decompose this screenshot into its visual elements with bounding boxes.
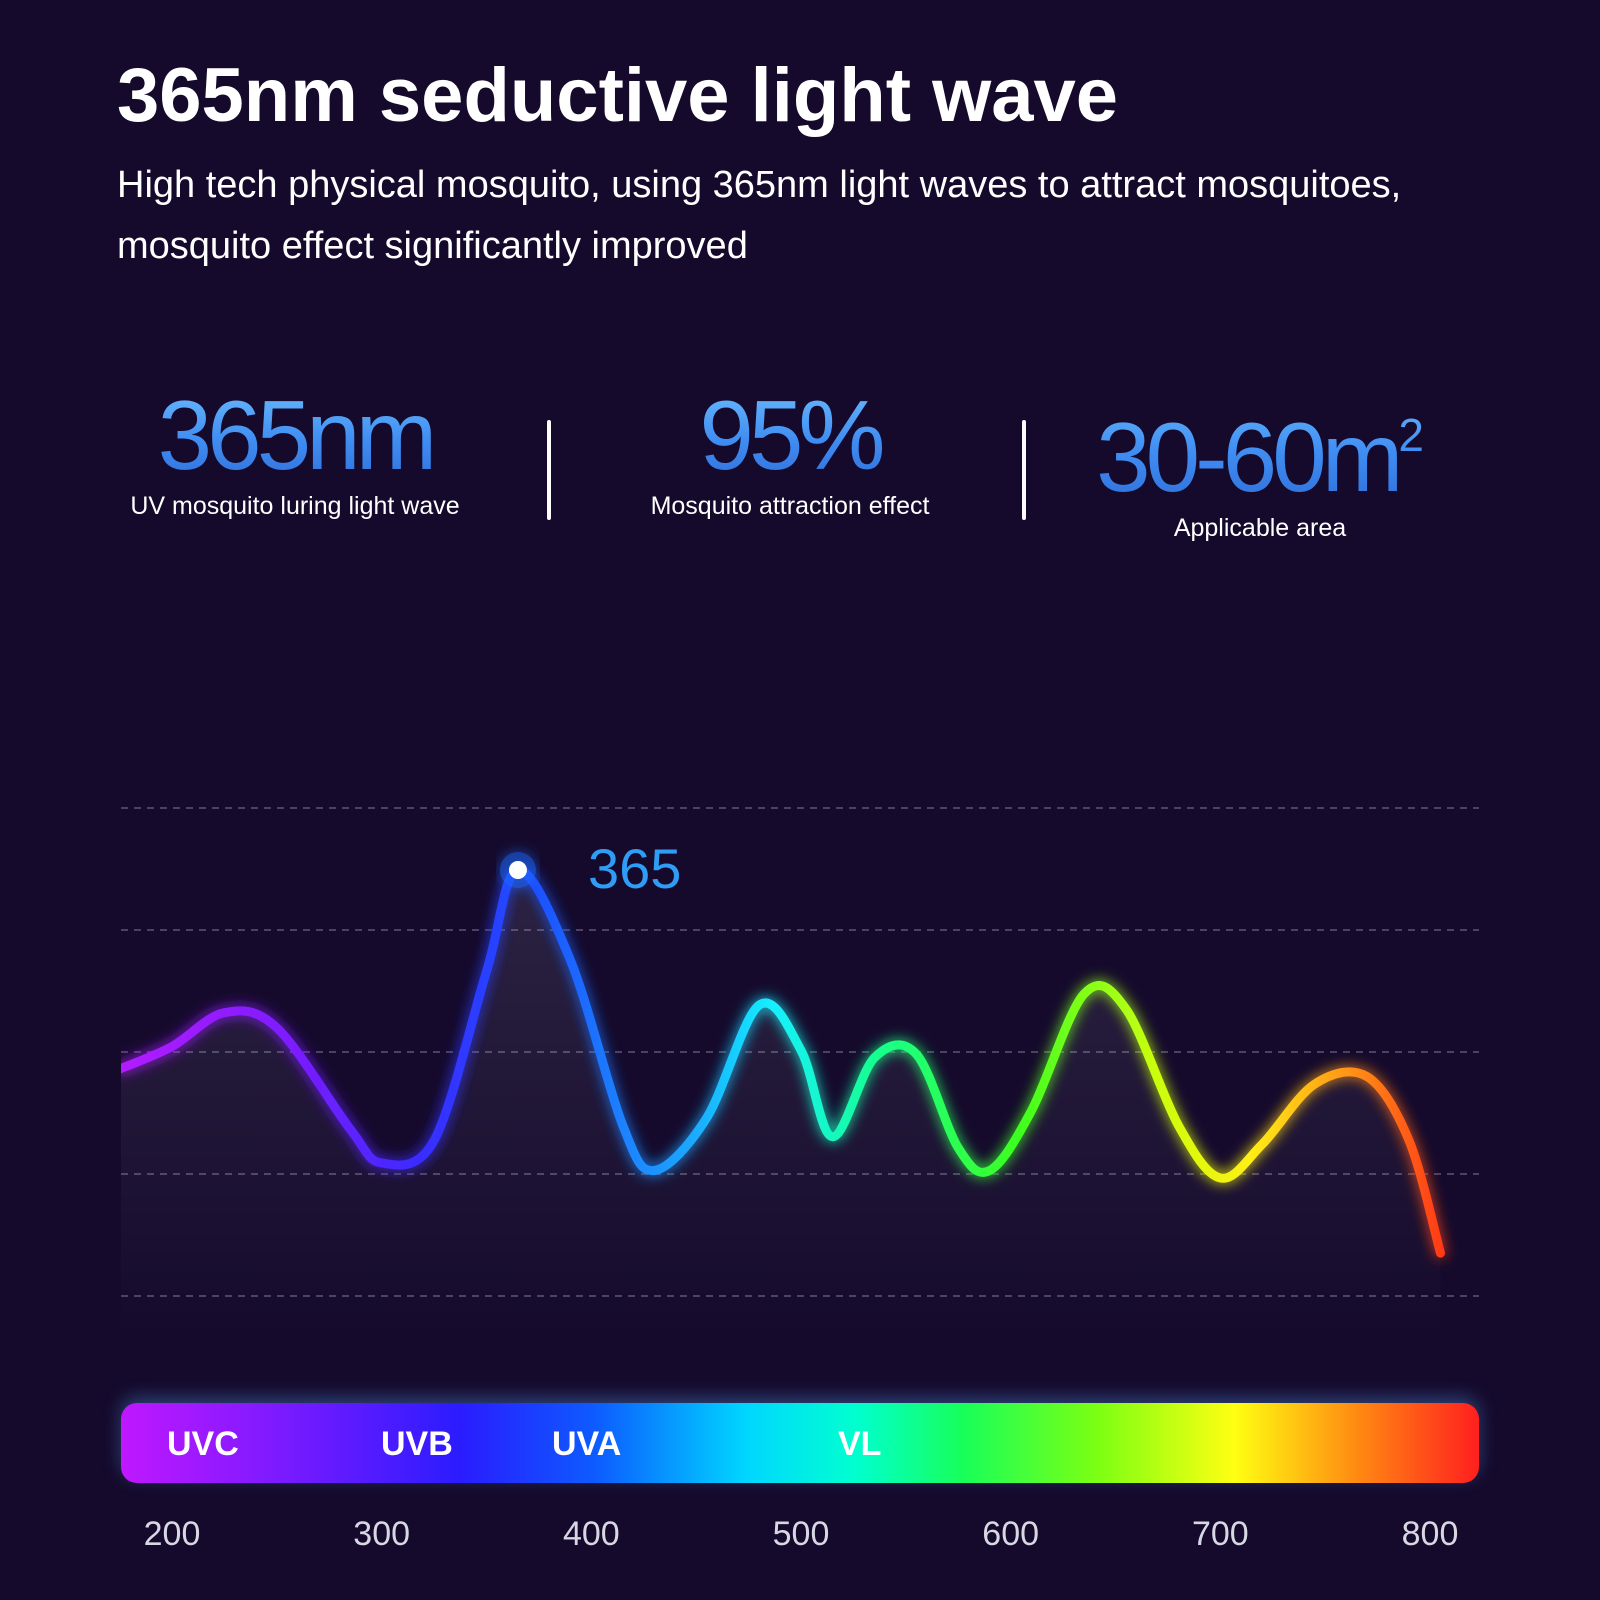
peak-marker <box>508 861 527 879</box>
stat-area-number: 30-60m <box>1096 402 1399 512</box>
page-title: 365nm seductive light wave <box>117 53 1119 138</box>
spectrum-chart: 365 UVC UVB UVA VL 200 300 400 500 600 700 800 <box>0 780 1600 1600</box>
stat-wavelength-label: UV mosquito luring light wave <box>130 492 460 520</box>
stat-area-label: Applicable area <box>1173 514 1347 542</box>
page-subtitle: High tech physical mosquito, using 365nm… <box>117 164 1402 267</box>
x-tick-label: 500 <box>772 1515 830 1553</box>
band-uvb-label: UVB <box>381 1425 453 1463</box>
stat-attraction: 95% Mosquito attraction effect <box>620 380 960 521</box>
spectrum-area <box>121 869 1441 1340</box>
spectrum-plot: 365 <box>121 807 1479 1340</box>
stat-area: 30-60m2 Applicable area <box>1080 380 1440 543</box>
x-tick-label: 700 <box>1191 1515 1249 1553</box>
spectrum-band-bar <box>121 1403 1479 1483</box>
x-tick-label: 400 <box>562 1515 620 1553</box>
band-uva-label: UVA <box>552 1425 622 1463</box>
stat-area-superscript: 2 <box>1398 409 1424 461</box>
stat-wavelength-value: 365nm <box>120 380 470 490</box>
stat-wavelength: 365nm UV mosquito luring light wave <box>120 380 470 521</box>
x-tick-label: 600 <box>982 1515 1040 1553</box>
stat-attraction-label: Mosquito attraction effect <box>650 492 930 520</box>
peak-annotation: 365 <box>588 837 681 900</box>
x-tick-label: 200 <box>143 1515 201 1553</box>
stat-attraction-value: 95% <box>620 380 960 490</box>
stat-divider <box>1022 420 1026 520</box>
band-uvc-label: UVC <box>167 1425 239 1463</box>
stat-area-value: 30-60m2 <box>1080 380 1440 512</box>
stat-divider <box>547 420 551 520</box>
x-tick-label: 300 <box>353 1515 411 1553</box>
x-tick-label: 800 <box>1401 1515 1459 1553</box>
stats-row: 365nm UV mosquito luring light wave 95% … <box>0 380 1600 543</box>
spectrum-line <box>121 865 1445 1258</box>
band-vl-label: VL <box>838 1425 882 1463</box>
